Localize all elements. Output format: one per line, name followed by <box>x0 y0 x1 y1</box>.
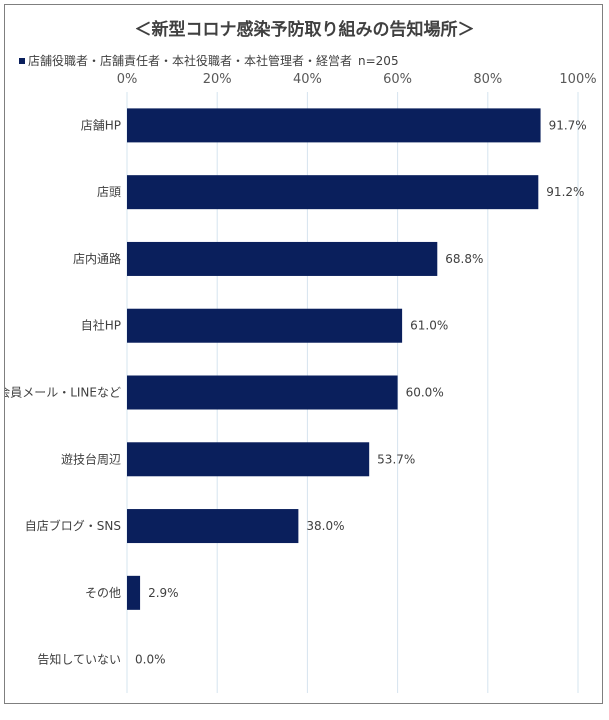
chart-frame: ＜新型コロナ感染予防取り組みの告知場所＞ 店舗役職者・店舗責任者・本社役職者・本… <box>4 4 603 704</box>
category-label: 告知していない <box>37 653 121 667</box>
category-label: 会員メール・LINEなど <box>5 386 121 400</box>
bar <box>127 375 398 410</box>
bar-chart-plot: 0% 20% 40% 60% 80% 100% 店舗HP 91.7% 店頭 91.2% 店内通路 68… <box>5 72 597 693</box>
chart-title: ＜新型コロナ感染予防取り組みの告知場所＞ <box>134 20 475 40</box>
sample-size-label: n=205 <box>358 53 399 68</box>
bar <box>127 241 438 276</box>
bar <box>127 442 370 477</box>
category-label: その他 <box>85 586 121 600</box>
bar <box>127 108 541 143</box>
data-label: 91.2% <box>546 185 584 199</box>
bar <box>127 175 539 210</box>
bar <box>127 575 141 610</box>
data-label: 0.0% <box>135 653 166 667</box>
legend-label: 店舗役職者・店舗責任者・本社役職者・本社管理者・経営者 <box>28 54 353 68</box>
category-label: 自社HP <box>81 318 121 333</box>
legend: 店舗役職者・店舗責任者・本社役職者・本社管理者・経営者 n=205 <box>19 52 399 69</box>
data-label: 2.9% <box>148 586 179 600</box>
x-tick-label: 20% <box>203 72 232 87</box>
x-tick-label: 60% <box>383 72 412 87</box>
bar <box>127 509 299 544</box>
legend-swatch <box>19 57 25 64</box>
data-label: 53.7% <box>377 452 415 466</box>
x-tick-label: 40% <box>293 72 322 87</box>
category-label: 自店ブログ・SNS <box>25 518 121 533</box>
data-label: 60.0% <box>406 386 444 400</box>
data-label: 38.0% <box>306 519 344 533</box>
data-label: 91.7% <box>549 118 587 132</box>
category-label: 店頭 <box>97 185 121 199</box>
category-label: 遊技台周辺 <box>61 451 121 466</box>
x-tick-label: 0% <box>117 72 138 87</box>
data-label: 61.0% <box>410 319 448 333</box>
bar <box>127 308 403 343</box>
category-label: 店舗HP <box>81 118 121 132</box>
x-tick-label: 100% <box>559 72 596 87</box>
data-label: 68.8% <box>445 252 483 266</box>
x-tick-label: 80% <box>473 72 502 87</box>
category-label: 店内通路 <box>73 251 121 266</box>
